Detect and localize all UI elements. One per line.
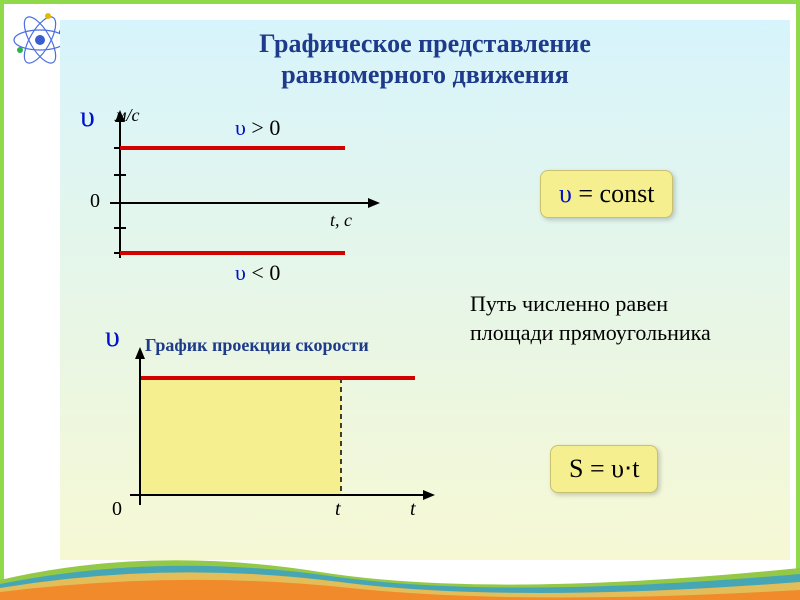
formula-velocity-const: υ = const: [540, 170, 673, 218]
upsilon-symbol: υ: [235, 115, 246, 140]
upsilon-symbol: υ: [235, 260, 246, 285]
chart1-upsilon: υ: [80, 100, 95, 134]
chart2-upsilon: υ: [105, 320, 120, 354]
upsilon-symbol: υ: [559, 179, 572, 208]
path-desc-line1: Путь численно равен: [470, 291, 668, 316]
title-line1: Графическое представление: [259, 29, 591, 58]
bottom-swoosh-decoration: [0, 540, 800, 600]
content-panel: Графическое представление равномерного д…: [60, 20, 790, 560]
label-upsilon-negative: υ < 0: [235, 260, 280, 286]
formula-s-text: S = υ⋅t: [569, 454, 639, 483]
chart2-origin: 0: [112, 498, 122, 521]
chart1-origin: 0: [90, 190, 100, 213]
path-desc-line2: площади прямоугольника: [470, 320, 711, 345]
const-text: = const: [572, 179, 655, 208]
velocity-projection-chart: [125, 335, 445, 525]
label-upsilon-positive: υ > 0: [235, 115, 280, 141]
path-description: Путь численно равен площади прямоугольни…: [470, 290, 711, 347]
slide-title: Графическое представление равномерного д…: [60, 20, 790, 90]
gt-text: > 0: [246, 115, 280, 140]
title-line2: равномерного движения: [281, 60, 569, 89]
formula-path: S = υ⋅t: [550, 445, 658, 493]
path-area-rect: [141, 378, 341, 495]
lt-text: < 0: [246, 260, 280, 285]
